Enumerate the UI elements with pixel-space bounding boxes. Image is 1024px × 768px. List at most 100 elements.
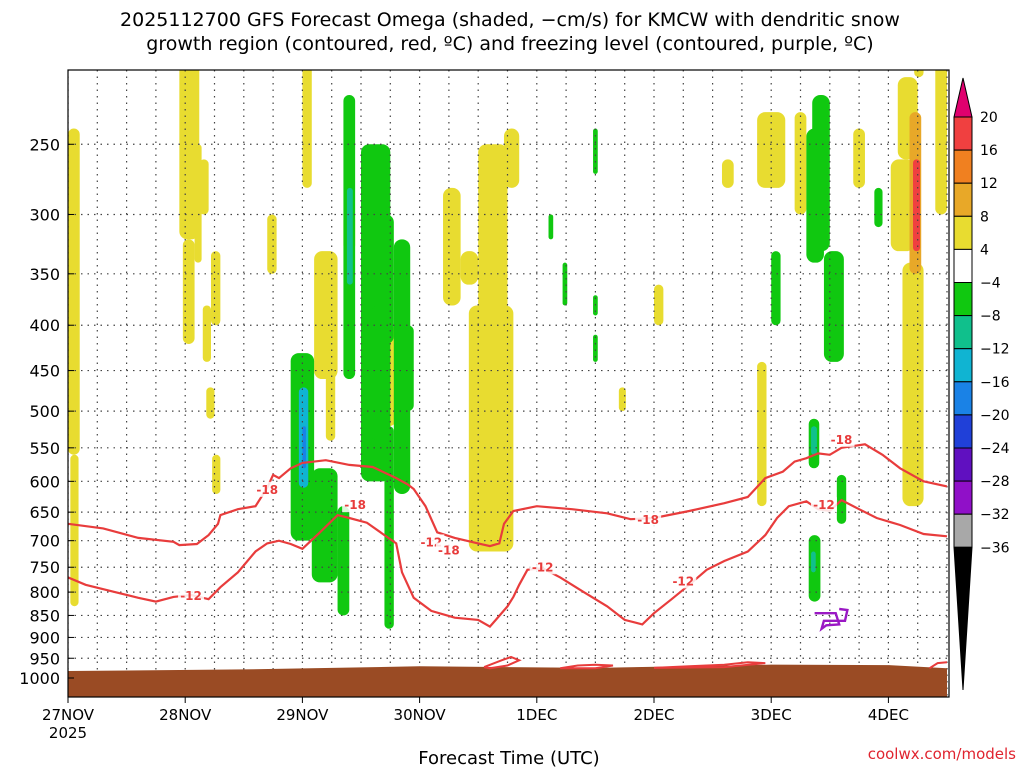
colorbar-swatch	[953, 315, 973, 350]
y-tick-label: 750	[29, 558, 60, 577]
contour-label: -18	[256, 483, 278, 497]
omega-region	[562, 262, 568, 306]
ground-fill	[68, 664, 947, 697]
y-tick-label: 700	[29, 532, 60, 551]
omega-region	[68, 128, 80, 455]
omega-region	[378, 214, 394, 345]
contour-label-bg	[828, 431, 855, 447]
contour-label-bg	[178, 587, 205, 603]
contour-minus18	[68, 443, 948, 548]
credit-text: coolwx.com/models	[868, 745, 1016, 763]
y-axis-ticks: 250 300 350 400 450 500 550 600 650 700 750 800 850 9…	[19, 135, 74, 688]
x-tick-label: 27NOV	[42, 706, 95, 724]
omega-region	[811, 426, 817, 455]
colorbar-label: −36	[980, 540, 1010, 556]
omega-region	[179, 70, 200, 240]
omega-region	[593, 334, 598, 362]
omega-region	[210, 251, 221, 326]
x-tick-label: 4DEC	[868, 706, 909, 724]
y-tick-label: 950	[29, 649, 60, 668]
colorbar-label: −32	[980, 507, 1010, 523]
omega-region	[325, 353, 336, 441]
omega-region	[823, 251, 844, 362]
omega-region	[70, 454, 79, 607]
x-tick-label: 28NOV	[159, 706, 212, 724]
contour-label: -12	[813, 498, 835, 512]
colorbar-swatch	[953, 513, 973, 548]
y-tick-label: 400	[29, 316, 60, 335]
omega-region	[935, 70, 947, 215]
omega-region	[314, 251, 338, 380]
colorbar-label: −24	[980, 441, 1010, 457]
plot-frame	[67, 69, 950, 698]
omega-region	[853, 128, 865, 188]
x-tick-label: 30NOV	[394, 706, 447, 724]
contour-label-bg	[435, 542, 462, 558]
grid-lines	[68, 70, 949, 697]
contour-minus12-loop	[560, 663, 614, 670]
omega-region	[267, 214, 277, 274]
omega-region	[902, 262, 924, 507]
colorbar-arrow-bottom	[953, 546, 973, 691]
contour-label: -18	[344, 498, 366, 512]
y-tick-label: 1000	[19, 669, 60, 688]
colorbar-swatch	[953, 282, 973, 317]
colorbar-swatch	[953, 447, 973, 482]
colorbar-label: 12	[980, 176, 998, 192]
contour-minus12	[68, 498, 948, 629]
omega-region	[402, 325, 414, 412]
omega-region	[757, 361, 767, 507]
colorbar-swatch	[953, 348, 973, 383]
omega-region	[199, 159, 209, 215]
colorbar: 20 16 12 8 4 −4 −8 −12 −16 −20 −24 −28 −32 −36	[953, 77, 1010, 691]
omega-region	[478, 144, 508, 326]
y-tick-label: 850	[29, 606, 60, 625]
y-tick-label: 650	[29, 503, 60, 522]
contour-label-bg	[529, 559, 556, 575]
omega-region	[811, 551, 816, 573]
y-tick-label: 550	[29, 439, 60, 458]
omega-region	[890, 159, 915, 252]
contour-label: -12	[180, 589, 202, 603]
omega-region	[202, 305, 211, 362]
colorbar-label: −12	[980, 342, 1010, 358]
colorbar-label: −20	[980, 408, 1010, 424]
chart-title-line2: growth region (contoured, red, ºC) and f…	[146, 33, 873, 55]
colorbar-swatch	[953, 149, 973, 184]
colorbar-swatch	[953, 182, 973, 217]
contour-label-bg	[670, 573, 697, 589]
omega-region	[212, 454, 221, 494]
omega-region	[913, 159, 921, 252]
colorbar-label: −16	[980, 375, 1010, 391]
temperature-contours: -12-18-18-12-18-12-18-12-12-18	[68, 431, 948, 670]
colorbar-swatch	[953, 215, 973, 250]
omega-region	[593, 128, 598, 174]
contour-label: -18	[637, 513, 659, 527]
omega-region	[206, 387, 215, 419]
x-tick-label: 2DEC	[633, 706, 674, 724]
colorbar-swatch	[953, 116, 973, 151]
colorbar-label: 20	[980, 110, 998, 126]
omega-region	[503, 128, 520, 188]
colorbar-label: 4	[980, 242, 989, 258]
contour-label: -12	[672, 574, 694, 588]
omega-region	[548, 214, 554, 240]
x-tick-label: 1DEC	[516, 706, 557, 724]
colorbar-swatch	[953, 414, 973, 449]
omega-region	[311, 468, 338, 583]
omega-region	[337, 506, 350, 616]
omega-region	[757, 112, 786, 188]
y-tick-label: 450	[29, 362, 60, 381]
omega-region	[460, 251, 479, 285]
y-tick-label: 600	[29, 472, 60, 491]
x-axis-ticks: 27NOV 28NOV 29NOV 30NOV 1DEC 2DEC 3DEC 4DEC	[42, 697, 909, 724]
colorbar-label: −8	[980, 309, 1001, 325]
plot-area: -12-18-18-12-18-12-18-12-12-18	[68, 70, 949, 697]
contour-label-bg	[810, 497, 837, 513]
omega-region	[443, 187, 461, 306]
omega-region	[794, 112, 807, 215]
contour-label: -18	[831, 433, 853, 447]
colorbar-label: −4	[980, 276, 1001, 292]
omega-region	[302, 70, 312, 188]
